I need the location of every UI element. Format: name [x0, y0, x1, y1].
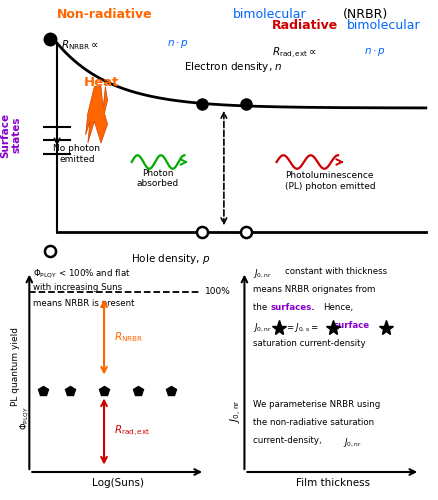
Text: Radiative: Radiative — [272, 19, 338, 32]
Text: Electron density, $n$: Electron density, $n$ — [184, 60, 283, 74]
Text: Non-radiative: Non-radiative — [57, 8, 152, 21]
Text: $R_\mathrm{NRBR} \propto$: $R_\mathrm{NRBR} \propto$ — [61, 38, 99, 52]
Text: No photon
emitted: No photon emitted — [53, 144, 100, 164]
Text: 100%: 100% — [205, 288, 230, 296]
Text: Heat: Heat — [83, 76, 118, 88]
Text: $\Phi_\mathrm{PLQY}$: $\Phi_\mathrm{PLQY}$ — [18, 406, 31, 430]
Text: Film thickness: Film thickness — [296, 478, 370, 488]
Text: PL quantum yield: PL quantum yield — [11, 327, 20, 406]
Text: $J_\mathrm{0,nr}$: $J_\mathrm{0,nr}$ — [252, 267, 271, 280]
Text: bimolecular: bimolecular — [232, 8, 306, 21]
Text: $J_\mathrm{0,nr}$: $J_\mathrm{0,nr}$ — [252, 321, 271, 334]
Text: We parameterise NRBR using: We parameterise NRBR using — [252, 400, 379, 409]
Text: $\Phi_\mathrm{PLQY}$ < 100% and flat: $\Phi_\mathrm{PLQY}$ < 100% and flat — [33, 267, 131, 280]
Text: $n \cdot p$: $n \cdot p$ — [364, 46, 385, 58]
Polygon shape — [85, 86, 107, 143]
Text: Photoluminescence
(PL) photon emitted: Photoluminescence (PL) photon emitted — [285, 171, 375, 190]
Text: Surface
states: Surface states — [0, 112, 22, 158]
Text: Hole density, $p$: Hole density, $p$ — [131, 252, 210, 266]
Text: $R_\mathrm{NRBR}$: $R_\mathrm{NRBR}$ — [114, 330, 143, 344]
Text: the non-radiative saturation: the non-radiative saturation — [252, 418, 373, 427]
Text: Photon
absorbed: Photon absorbed — [137, 168, 179, 188]
Text: saturation current-density: saturation current-density — [252, 339, 364, 348]
Text: Log(Suns): Log(Suns) — [92, 478, 144, 488]
Text: bimolecular: bimolecular — [346, 19, 420, 32]
Text: current-density,: current-density, — [252, 436, 323, 445]
Text: $J_\mathrm{0,nr}$: $J_\mathrm{0,nr}$ — [343, 436, 362, 449]
Text: means NRBR is present: means NRBR is present — [33, 298, 134, 308]
Text: surfaces.: surfaces. — [270, 303, 314, 312]
Text: Hence,: Hence, — [322, 303, 353, 312]
Text: $R_\mathrm{rad,ext}$: $R_\mathrm{rad,ext}$ — [114, 424, 150, 439]
Text: with increasing Suns: with increasing Suns — [33, 283, 122, 292]
Text: means NRBR orignates from: means NRBR orignates from — [252, 285, 374, 294]
Text: $= J_\mathrm{0,s} =$: $= J_\mathrm{0,s} =$ — [284, 321, 318, 334]
Text: (NRBR): (NRBR) — [342, 8, 387, 21]
Text: $n \cdot p$: $n \cdot p$ — [166, 38, 188, 50]
Text: surface: surface — [332, 321, 368, 330]
Text: constant with thickness: constant with thickness — [284, 267, 386, 276]
Text: $R_\mathrm{rad,ext} \propto$: $R_\mathrm{rad,ext} \propto$ — [272, 46, 317, 61]
Text: the: the — [252, 303, 269, 312]
Text: $J_\mathrm{0,\,nr}$: $J_\mathrm{0,\,nr}$ — [228, 400, 244, 423]
